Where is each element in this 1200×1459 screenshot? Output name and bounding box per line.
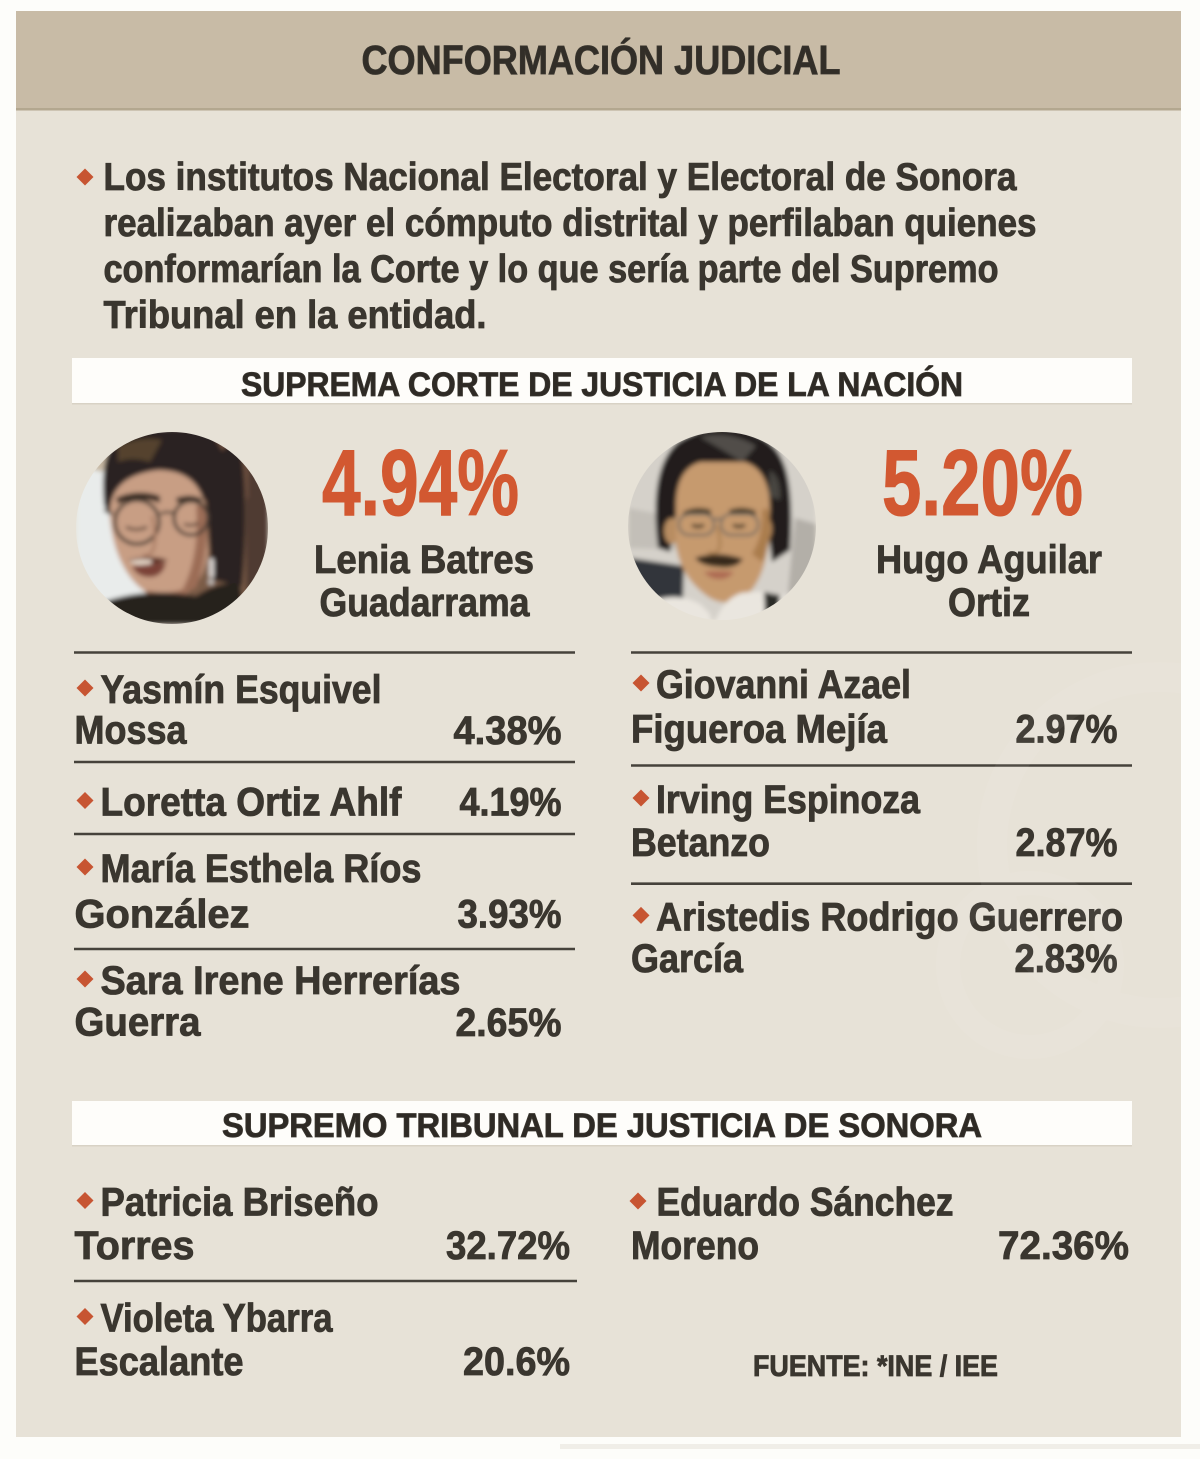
svg-text:Eduardo Sánchez: Eduardo Sánchez — [657, 1181, 954, 1225]
svg-text:3.93%: 3.93% — [458, 893, 562, 937]
svg-text:Escalante: Escalante — [75, 1340, 244, 1384]
svg-text:Irving Espinoza: Irving Espinoza — [656, 778, 921, 822]
svg-text:González: González — [75, 893, 250, 937]
svg-text:Betanzo: Betanzo — [631, 821, 770, 865]
svg-text:2.65%: 2.65% — [456, 1001, 562, 1045]
svg-text:conformarían la Corte y lo que: conformarían la Corte y lo que sería par… — [104, 248, 999, 291]
svg-text:CONFORMACIÓN JUDICIAL: CONFORMACIÓN JUDICIAL — [362, 37, 841, 83]
svg-text:Los institutos Nacional Electo: Los institutos Nacional Electoral y Elec… — [104, 156, 1017, 199]
svg-text:Violeta Ybarra: Violeta Ybarra — [101, 1297, 334, 1341]
svg-text:5.20%: 5.20% — [882, 430, 1083, 535]
svg-text:realizaban ayer el cómputo dis: realizaban ayer el cómputo distrital y p… — [104, 202, 1037, 245]
svg-text:Moreno: Moreno — [631, 1224, 759, 1268]
svg-text:FUENTE: *INE / IEE: FUENTE: *INE / IEE — [753, 1350, 998, 1383]
svg-text:Ortiz: Ortiz — [948, 581, 1030, 625]
svg-text:Loretta Ortiz Ahlf: Loretta Ortiz Ahlf — [101, 781, 403, 825]
svg-text:Giovanni Azael: Giovanni Azael — [656, 663, 911, 707]
svg-text:4.38%: 4.38% — [454, 709, 562, 753]
svg-text:Guadarrama: Guadarrama — [320, 581, 531, 625]
svg-text:Lenia Batres: Lenia Batres — [314, 538, 534, 582]
svg-text:20.6%: 20.6% — [463, 1340, 570, 1384]
svg-text:Figueroa Mejía: Figueroa Mejía — [631, 708, 888, 752]
svg-text:4.94%: 4.94% — [322, 430, 519, 535]
svg-text:Patricia Briseño: Patricia Briseño — [101, 1181, 379, 1225]
svg-text:SUPREMO TRIBUNAL DE JUSTICIA D: SUPREMO TRIBUNAL DE JUSTICIA DE SONORA — [222, 1107, 982, 1145]
svg-text:Yasmín Esquivel: Yasmín Esquivel — [101, 668, 382, 712]
svg-text:Aristedis Rodrigo Guerrero: Aristedis Rodrigo Guerrero — [656, 895, 1123, 939]
svg-text:Tribunal en la entidad.: Tribunal en la entidad. — [104, 294, 487, 337]
svg-text:32.72%: 32.72% — [446, 1224, 570, 1268]
svg-text:Sara Irene Herrerías: Sara Irene Herrerías — [101, 959, 461, 1003]
svg-text:García: García — [631, 937, 744, 981]
svg-text:Guerra: Guerra — [75, 1001, 202, 1045]
svg-text:4.19%: 4.19% — [460, 781, 562, 825]
svg-text:María Esthela Ríos: María Esthela Ríos — [101, 847, 422, 891]
svg-text:2.87%: 2.87% — [1016, 821, 1118, 865]
svg-text:2.97%: 2.97% — [1016, 708, 1118, 752]
svg-text:Hugo Aguilar: Hugo Aguilar — [876, 538, 1102, 582]
svg-text:2.83%: 2.83% — [1015, 937, 1118, 981]
svg-text:SUPREMA CORTE DE JUSTICIA DE L: SUPREMA CORTE DE JUSTICIA DE LA NACIÓN — [241, 366, 963, 404]
svg-text:72.36%: 72.36% — [998, 1224, 1129, 1268]
svg-text:Mossa: Mossa — [75, 709, 188, 753]
svg-text:Torres: Torres — [75, 1224, 195, 1268]
